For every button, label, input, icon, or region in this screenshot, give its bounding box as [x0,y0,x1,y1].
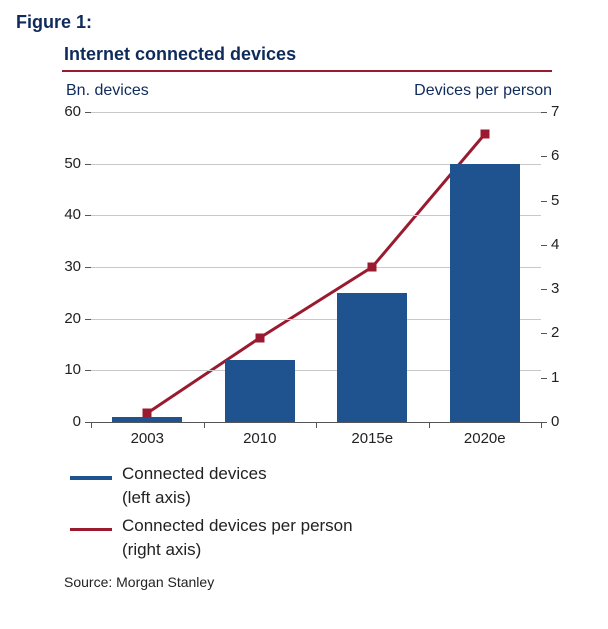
x-tick-label: 2020e [445,430,525,447]
y-tick-right [541,112,547,113]
y-tick-label-left: 10 [51,361,81,378]
x-tick [541,422,542,428]
y-tick-label-left: 40 [51,206,81,223]
line-marker [480,130,489,139]
y-tick-label-right: 4 [551,236,571,253]
x-tick [316,422,317,428]
y-tick-label-right: 1 [551,369,571,386]
chart-source: Source: Morgan Stanley [64,574,214,590]
y-tick-right [541,245,547,246]
y-tick-label-left: 20 [51,310,81,327]
y-tick-right [541,333,547,334]
y-tick-label-right: 3 [551,280,571,297]
legend-line-swatch [70,528,112,531]
legend-bar-label: Connected devices [122,464,267,484]
bar [225,360,295,422]
y-tick-right [541,289,547,290]
y-tick-label-right: 0 [551,413,571,430]
x-tick-label: 2003 [107,430,187,447]
y-tick-left [85,319,91,320]
x-tick [204,422,205,428]
legend-bar-sublabel: (left axis) [122,488,191,508]
y-tick-label-right: 6 [551,147,571,164]
x-tick [429,422,430,428]
line-marker [143,409,152,418]
y-tick-label-left: 50 [51,155,81,172]
y-tick-label-right: 7 [551,103,571,120]
x-tick [91,422,92,428]
y-tick-right [541,156,547,157]
y-tick-label-right: 2 [551,324,571,341]
y-tick-left [85,370,91,371]
legend-bar-swatch [70,476,112,480]
y-tick-left [85,112,91,113]
legend-line-sublabel: (right axis) [122,540,201,560]
y-tick-left [85,267,91,268]
y-tick-label-left: 60 [51,103,81,120]
y-tick-right [541,378,547,379]
line-marker [368,263,377,272]
gridline [91,112,541,113]
y-tick-label-left: 0 [51,413,81,430]
x-tick-label: 2015e [332,430,412,447]
line-marker [255,333,264,342]
bar [337,293,407,422]
bar [450,164,520,422]
y-tick-left [85,215,91,216]
x-tick-label: 2010 [220,430,300,447]
figure-container: Figure 1: Internet connected devices Bn.… [0,0,608,629]
legend-line-label: Connected devices per person [122,516,353,536]
y-tick-left [85,164,91,165]
y-tick-right [541,201,547,202]
y-tick-label-right: 5 [551,192,571,209]
y-tick-label-left: 30 [51,258,81,275]
